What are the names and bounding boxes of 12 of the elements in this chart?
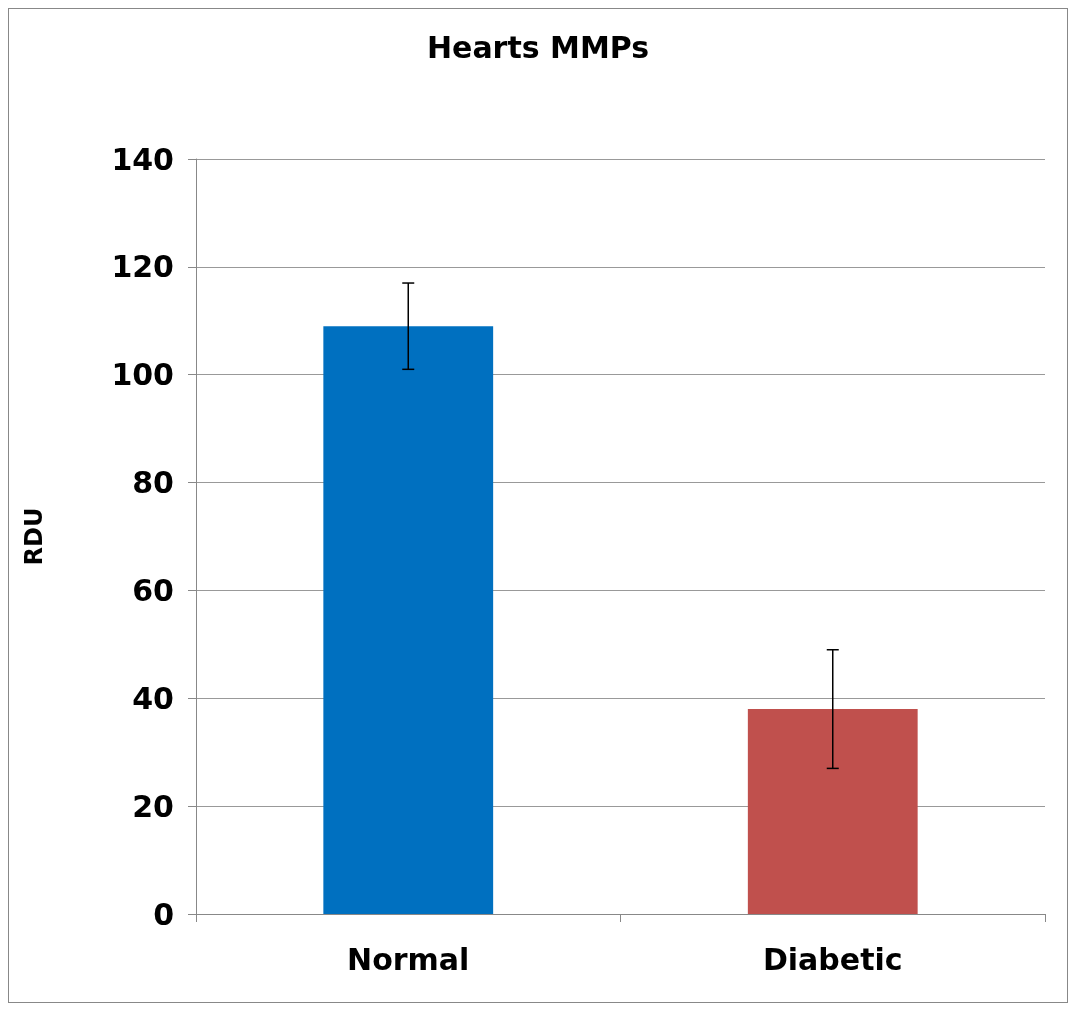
chart-title: Hearts MMPs	[426, 29, 650, 65]
x-tick-label: Diabetic	[762, 941, 903, 977]
y-tick-label: 140	[111, 141, 174, 177]
y-axis-title: RDU	[20, 507, 48, 566]
x-tick-label: Normal	[347, 941, 470, 977]
y-tick-label: 100	[111, 357, 174, 393]
y-tick-label: 20	[132, 788, 174, 824]
y-tick-label: 40	[132, 680, 174, 716]
y-tick-label: 60	[132, 572, 174, 608]
y-tick-label: 80	[132, 465, 174, 501]
y-tick-label: 0	[153, 896, 174, 932]
y-tick-label: 120	[111, 249, 174, 285]
